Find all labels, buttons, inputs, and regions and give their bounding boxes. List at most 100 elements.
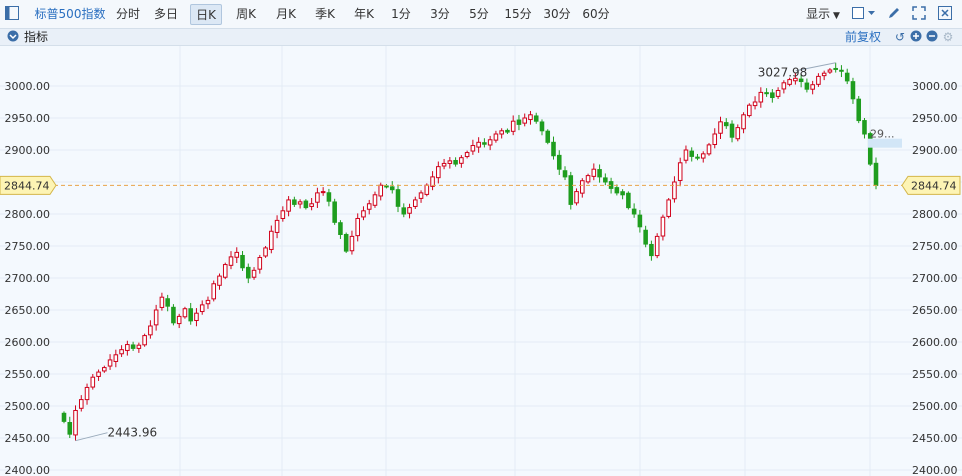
candle-body[interactable] bbox=[90, 376, 96, 388]
candle-body[interactable] bbox=[430, 176, 435, 187]
candle-body[interactable] bbox=[614, 187, 620, 194]
candle-body[interactable] bbox=[159, 296, 165, 308]
candle-body[interactable] bbox=[332, 201, 337, 223]
candle-body[interactable] bbox=[436, 166, 441, 179]
candle-body[interactable] bbox=[804, 82, 810, 90]
candle-body[interactable] bbox=[96, 371, 101, 377]
candle-body[interactable] bbox=[723, 122, 729, 127]
candle-body[interactable] bbox=[700, 153, 706, 159]
candle-body[interactable] bbox=[61, 412, 67, 422]
candle-body[interactable] bbox=[245, 266, 251, 279]
candle-body[interactable] bbox=[303, 200, 309, 209]
candle-body[interactable] bbox=[338, 222, 343, 235]
period-tab[interactable]: 分时 bbox=[115, 7, 140, 21]
candle-body[interactable] bbox=[718, 121, 723, 134]
candle-body[interactable] bbox=[211, 283, 217, 300]
candle-body[interactable] bbox=[355, 217, 360, 237]
candle-body[interactable] bbox=[516, 119, 522, 125]
expand-icon[interactable] bbox=[911, 6, 927, 22]
undo-icon[interactable]: ↺ bbox=[894, 30, 906, 44]
candle-body[interactable] bbox=[240, 254, 245, 269]
candle-body[interactable] bbox=[551, 141, 556, 157]
candle-body[interactable] bbox=[453, 159, 458, 165]
candle-body[interactable] bbox=[320, 191, 326, 194]
candle-body[interactable] bbox=[643, 229, 648, 245]
period-tab[interactable]: 月K bbox=[276, 7, 296, 21]
candle-body[interactable] bbox=[395, 189, 401, 207]
candle-body[interactable] bbox=[234, 251, 240, 258]
candle-body[interactable] bbox=[470, 145, 476, 152]
candle-body[interactable] bbox=[631, 208, 637, 215]
candle-body[interactable] bbox=[695, 156, 700, 159]
candle-body[interactable] bbox=[850, 81, 856, 100]
candle-body[interactable] bbox=[413, 199, 418, 207]
minus-circle-icon[interactable] bbox=[925, 30, 939, 44]
candle-body[interactable] bbox=[188, 308, 193, 322]
sidebar-toggle-icon[interactable] bbox=[4, 6, 20, 22]
candle-body[interactable] bbox=[666, 199, 671, 217]
candle-body[interactable] bbox=[539, 121, 545, 132]
candle-body[interactable] bbox=[113, 354, 119, 362]
candle-body[interactable] bbox=[171, 306, 176, 324]
candle-body[interactable] bbox=[459, 157, 464, 164]
candle-body[interactable] bbox=[499, 130, 504, 135]
period-tab[interactable]: 60分 bbox=[582, 7, 610, 21]
candle-body[interactable] bbox=[194, 312, 199, 321]
candle-body[interactable] bbox=[775, 89, 781, 97]
candle-body[interactable] bbox=[735, 127, 741, 140]
candle-body[interactable] bbox=[176, 315, 182, 325]
candle-body[interactable] bbox=[136, 344, 142, 349]
candle-body[interactable] bbox=[384, 185, 389, 188]
candle-body[interactable] bbox=[78, 399, 84, 409]
candle-body[interactable] bbox=[84, 386, 90, 401]
candle-body[interactable] bbox=[349, 235, 355, 252]
candle-body[interactable] bbox=[378, 184, 384, 197]
period-tab[interactable]: 1分 bbox=[391, 7, 411, 21]
candle-body[interactable] bbox=[741, 114, 746, 130]
display-menu[interactable]: 显示 ▼ bbox=[803, 4, 843, 25]
period-tab[interactable]: 5分 bbox=[469, 7, 489, 21]
candle-body[interactable] bbox=[810, 84, 815, 90]
candle-body[interactable] bbox=[130, 344, 136, 349]
candle-body[interactable] bbox=[533, 115, 539, 122]
candle-body[interactable] bbox=[286, 199, 291, 212]
gear-icon[interactable]: ⚙ bbox=[942, 30, 954, 44]
candle-body[interactable] bbox=[862, 120, 867, 135]
candle-body[interactable] bbox=[199, 304, 205, 313]
candle-body[interactable] bbox=[424, 184, 430, 195]
candle-body[interactable] bbox=[764, 92, 769, 95]
candle-body[interactable] bbox=[706, 144, 712, 155]
candle-body[interactable] bbox=[574, 191, 579, 204]
candle-body[interactable] bbox=[626, 192, 631, 209]
candle-body[interactable] bbox=[165, 298, 170, 307]
plus-circle-icon[interactable] bbox=[909, 30, 923, 44]
candle-body[interactable] bbox=[205, 299, 211, 305]
candlestick-chart[interactable]: 3000.00 3000.00 2950.00 2950.00 2900.00 2900.… bbox=[0, 46, 962, 476]
candle-body[interactable] bbox=[752, 101, 758, 107]
period-tab[interactable]: 日K bbox=[190, 4, 222, 25]
candle-body[interactable] bbox=[672, 181, 677, 200]
candle-body[interactable] bbox=[142, 335, 147, 346]
candle-body[interactable] bbox=[781, 82, 787, 90]
candle-body[interactable] bbox=[649, 243, 654, 257]
candle-body[interactable] bbox=[441, 162, 447, 167]
candle-body[interactable] bbox=[464, 152, 470, 158]
candle-body[interactable] bbox=[798, 78, 804, 83]
period-tab[interactable]: 多日 bbox=[153, 7, 178, 21]
candle-body[interactable] bbox=[844, 72, 850, 82]
candle-body[interactable] bbox=[389, 186, 395, 191]
candle-body[interactable] bbox=[873, 162, 879, 186]
candle-body[interactable] bbox=[856, 98, 862, 122]
candle-body[interactable] bbox=[839, 69, 844, 72]
candle-body[interactable] bbox=[418, 192, 424, 199]
candle-body[interactable] bbox=[747, 104, 752, 117]
close-icon[interactable] bbox=[937, 6, 953, 22]
candle-body[interactable] bbox=[125, 344, 130, 351]
candle-body[interactable] bbox=[372, 194, 378, 206]
period-tab[interactable]: 3分 bbox=[430, 7, 450, 21]
candle-body[interactable] bbox=[660, 216, 666, 237]
candle-body[interactable] bbox=[326, 192, 332, 202]
candle-body[interactable] bbox=[505, 129, 510, 133]
indicator-label[interactable]: 指标 bbox=[24, 30, 49, 44]
candle-body[interactable] bbox=[562, 170, 568, 178]
